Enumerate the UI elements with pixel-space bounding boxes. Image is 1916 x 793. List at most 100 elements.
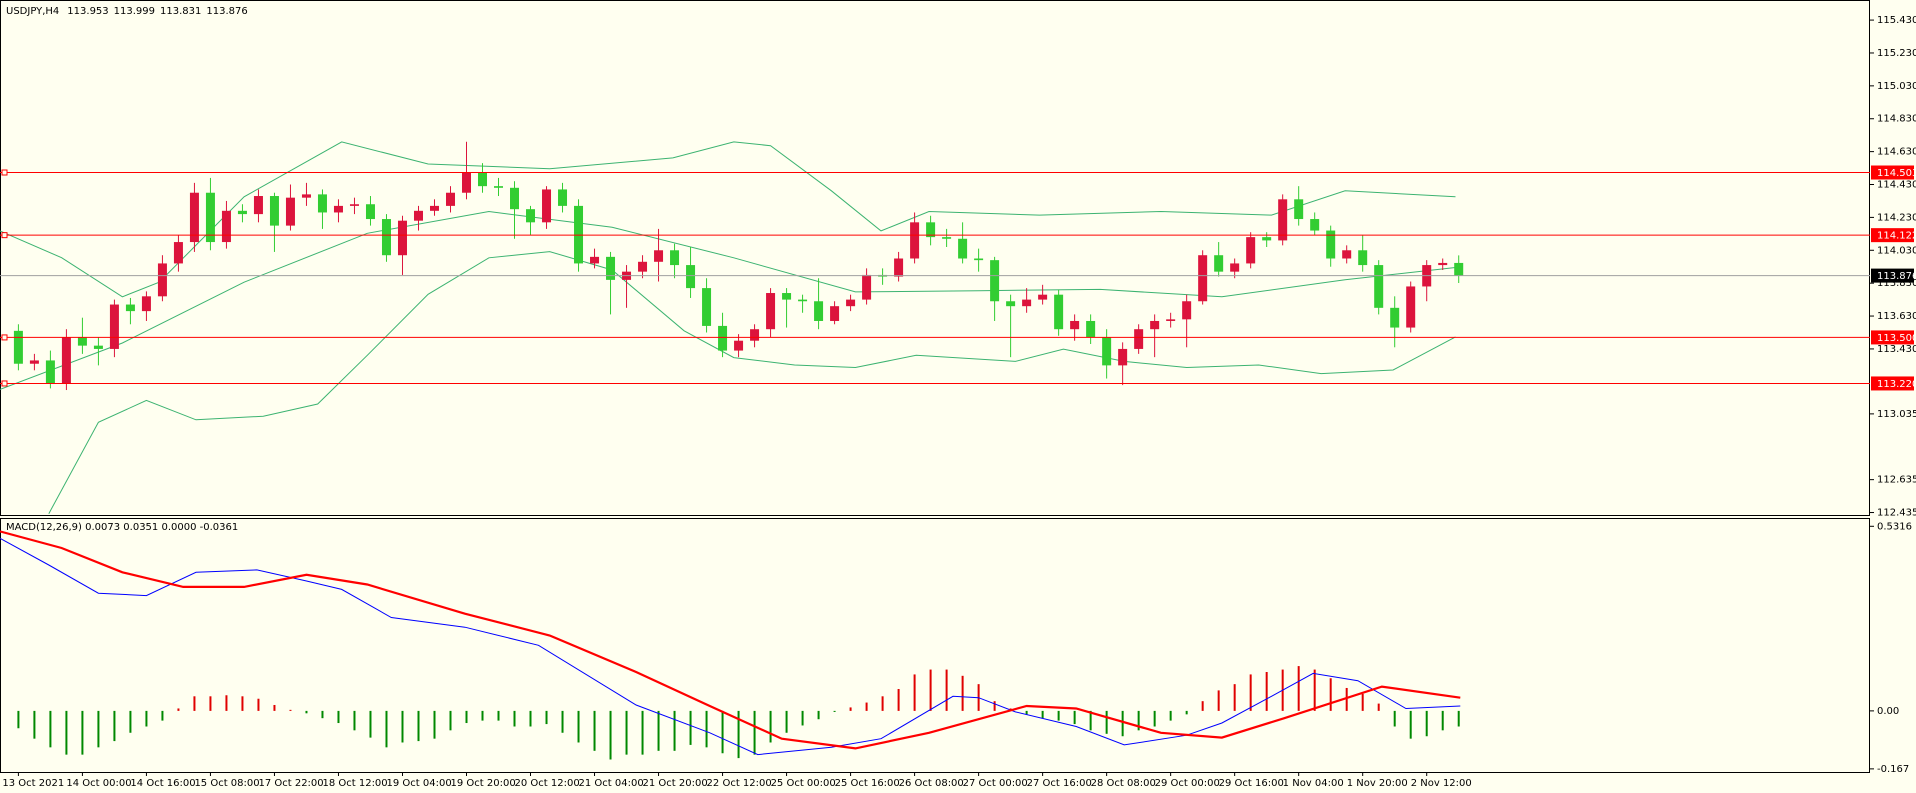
x-tick-label: 14 Oct 16:00 [130, 778, 195, 789]
candle-body [1134, 329, 1144, 349]
candle-body [798, 299, 808, 302]
bid-price-label: 113.876 [1877, 271, 1916, 282]
candle-body [526, 209, 536, 223]
y-tick-label: 0.5316 [1877, 521, 1912, 532]
candle-body [413, 210, 423, 221]
level-price-label: 114.122 [1877, 231, 1916, 242]
x-tick-label: 22 Oct 12:00 [707, 778, 772, 789]
candle-body [1278, 199, 1288, 241]
candle-body [1294, 199, 1304, 220]
x-tick-label: 25 Oct 16:00 [835, 778, 900, 789]
candle-body [1406, 286, 1416, 328]
y-tick-label: 113.035 [1877, 409, 1916, 420]
level-price-label: 114.503 [1877, 168, 1916, 179]
y-tick-label: 112.635 [1877, 475, 1916, 486]
candle-body [333, 205, 343, 213]
level-anchor [1, 380, 8, 387]
candle-body [1342, 250, 1352, 259]
candle-body [125, 304, 135, 312]
candle-body [61, 337, 71, 384]
candle-body [1086, 320, 1096, 338]
candle-body [478, 173, 488, 187]
candle-body [1102, 337, 1112, 366]
x-tick-label: 1 Nov 04:00 [1283, 778, 1344, 789]
y-tick-label: 115.430 [1877, 15, 1916, 26]
level-price-box [1871, 376, 1914, 391]
candle-body [766, 293, 776, 330]
symbol: USDJPY,H4 [6, 6, 59, 17]
candle-body [1246, 237, 1256, 264]
high-value: 113.999 [114, 6, 155, 17]
x-tick-label: 21 Oct 04:00 [579, 778, 644, 789]
candle-body [301, 194, 311, 198]
x-tick-label: 26 Oct 08:00 [899, 778, 964, 789]
candle-body [237, 210, 247, 215]
candle-body [750, 329, 760, 341]
candle-body [814, 301, 824, 321]
level-anchor [1, 169, 8, 176]
candle-body [205, 192, 215, 243]
candle-body [285, 197, 295, 226]
candle-body [894, 258, 904, 277]
candle-body [1390, 307, 1400, 328]
x-tick-label: 19 Oct 20:00 [450, 778, 515, 789]
candle-body [1118, 348, 1128, 366]
level-price-box [1871, 330, 1914, 345]
main-panel-frame [0, 0, 1870, 516]
y-tick-label: -0.167 [1877, 764, 1909, 775]
y-tick-label: 0.00 [1877, 706, 1899, 717]
candle-body [974, 258, 984, 261]
x-tick-label: 13 Oct 2021 [2, 778, 64, 789]
candle-body [445, 192, 455, 206]
candle-body [1454, 262, 1464, 276]
bid-price-box [1871, 268, 1914, 283]
x-tick-label: 29 Oct 16:00 [1219, 778, 1284, 789]
candle-body [1006, 301, 1016, 307]
macd-panel-frame [0, 518, 1870, 773]
candle-body [510, 187, 520, 210]
candle-body [846, 299, 856, 307]
candle-body [349, 204, 359, 206]
x-tick-label: 21 Oct 20:00 [643, 778, 708, 789]
x-tick-label: 25 Oct 00:00 [771, 778, 836, 789]
candle-body [45, 360, 55, 384]
candle-body [77, 337, 87, 346]
candle-body [1166, 319, 1176, 321]
level-price-label: 113.220 [1877, 379, 1916, 390]
candle-body [381, 219, 391, 256]
candle-body [1022, 299, 1032, 307]
low-value: 113.831 [160, 6, 201, 17]
candle-body [1374, 265, 1384, 308]
candle-body [253, 196, 263, 215]
y-tick-label: 113.430 [1877, 344, 1916, 355]
candle-body [1358, 250, 1368, 266]
bollinger-lower [48, 251, 1456, 514]
candle-body [942, 237, 952, 239]
close-value: 113.876 [206, 6, 247, 17]
candle-body [365, 204, 375, 220]
candle-body [654, 250, 664, 262]
candle-body [1182, 301, 1192, 320]
candle-body [1326, 230, 1336, 259]
x-tick-label: 19 Oct 04:00 [386, 778, 451, 789]
candle-body [606, 256, 616, 280]
macd-line [0, 537, 1461, 756]
candle-body [1054, 294, 1064, 330]
x-tick-label: 15 Oct 08:00 [194, 778, 259, 789]
candle-body [958, 238, 968, 259]
candle-body [670, 250, 680, 266]
candle-body [638, 261, 648, 272]
candle-body [686, 265, 696, 289]
candle-body [109, 304, 119, 349]
candle-body [317, 194, 327, 213]
level-price-label: 113.500 [1877, 333, 1916, 344]
candle-body [29, 360, 39, 364]
candle-body [221, 210, 231, 243]
level-price-box [1871, 165, 1914, 180]
y-tick-label: 115.230 [1877, 48, 1916, 59]
candle-body [93, 345, 103, 349]
candle-body [910, 222, 920, 259]
y-tick-label: 114.230 [1877, 212, 1916, 223]
